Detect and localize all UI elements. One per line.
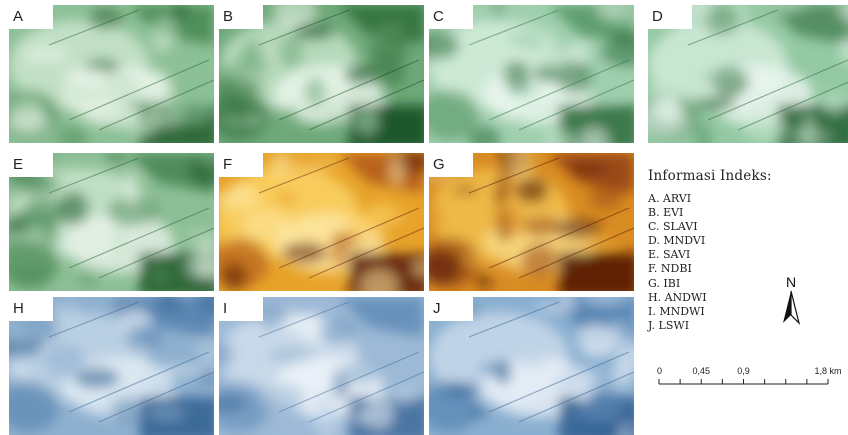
map-panel-d: D: [648, 5, 848, 143]
map-panel-b: B: [219, 5, 424, 143]
legend-item: D. MNDVI: [648, 234, 706, 248]
legend-item: G. IBI: [648, 276, 681, 290]
panel-label: J: [429, 297, 473, 321]
panel-label: C: [429, 5, 473, 29]
north-label: N: [786, 274, 796, 290]
map-panel-h: H: [9, 297, 214, 435]
legend-item: J. LSWI: [648, 318, 690, 332]
map-panel-c: C: [429, 5, 634, 143]
panel-label: H: [9, 297, 53, 321]
legend-item: I. MNDWI: [648, 304, 705, 318]
map-raster: [429, 153, 634, 291]
map-panel-j: J: [429, 297, 634, 435]
panel-label: A: [9, 5, 53, 29]
legend-item: A. ARVI: [648, 192, 692, 205]
scale-label: 0,45: [692, 366, 710, 376]
map-raster: [9, 5, 214, 143]
scale-bar: 0 0,45 0,9 1,8 km: [657, 366, 842, 385]
legend-item: B. EVI: [648, 206, 684, 220]
legend-item: F. NDBI: [648, 262, 692, 276]
map-panel-a: A: [9, 5, 214, 143]
legend-list: A. ARVI B. EVI C. SLAVI D. MNDVI E. SAVI F. N…: [648, 192, 707, 333]
panel-label: G: [429, 153, 473, 177]
map-panel-i: I: [219, 297, 424, 435]
legend-item: E. SAVI: [648, 248, 691, 262]
panel-label: E: [9, 153, 53, 177]
panel-label: F: [219, 153, 263, 177]
legend-item: C. SLAVI: [648, 220, 698, 234]
map-raster: [9, 297, 214, 435]
map-raster: [648, 5, 848, 143]
panel-label: D: [648, 5, 692, 29]
panel-label: I: [219, 297, 263, 321]
scale-label: 0,9: [737, 366, 750, 376]
legend-item: H. ANDWI: [648, 290, 707, 304]
map-panel-e: E: [9, 153, 214, 291]
scale-label: 1,8 km: [814, 366, 841, 376]
north-arrow-icon: N: [783, 274, 801, 325]
scale-label: 0: [657, 366, 662, 376]
legend-title: Informasi Indeks:: [648, 168, 772, 184]
map-panel-f: F: [219, 153, 424, 291]
map-panel-g: G: [429, 153, 634, 291]
panel-label: B: [219, 5, 263, 29]
